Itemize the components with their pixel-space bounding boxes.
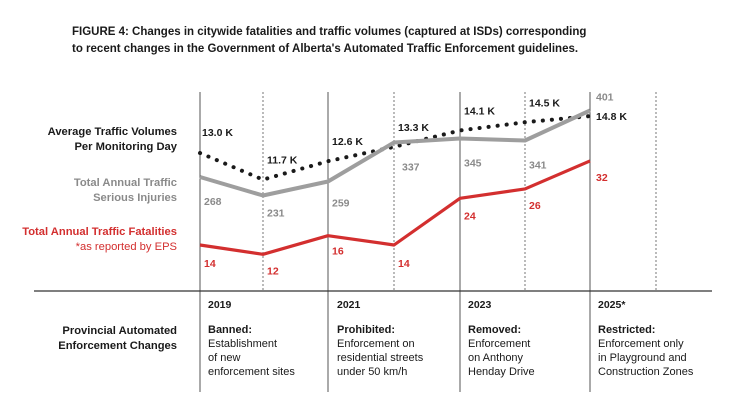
column-desc-3-2: Construction Zones [598,366,694,378]
data-label-fatalities-3: 14 [398,258,410,270]
data-label-fatalities-6: 32 [596,172,608,184]
data-label-volume-2: 12.6 K [332,136,363,148]
data-label-fatalities-0: 14 [204,258,216,270]
data-label-injuries-0: 268 [204,196,222,208]
column-desc-0-2: enforcement sites [208,366,295,378]
series-line-injuries [199,108,591,198]
column-desc-1-0: Enforcement on [337,338,415,350]
fatalities-row-label-note: *as reported by EPS [75,241,177,253]
data-label-injuries-5: 341 [529,160,547,172]
column-desc-2-1: on Anthony [468,352,524,364]
series-line-fatalities [199,159,591,256]
column-year-2: 2023 [468,299,492,311]
data-label-injuries-4: 345 [464,158,482,170]
figure-title-line-1: FIGURE 4: Changes in citywide fatalities… [72,26,587,38]
figure-title-line-2: to recent changes in the Government of A… [72,43,579,55]
data-labels: 13.0 K 11.7 K 12.6 K 13.3 K 14.1 K 14.5 K 14.8… [202,92,627,278]
data-label-injuries-1: 231 [267,208,285,220]
data-label-volume-4: 14.1 K [464,105,495,117]
injuries-row-label-line-1: Total Annual Traffic [73,177,177,189]
data-label-fatalities-4: 24 [464,210,476,222]
column-text-3: Restricted: Enforcement only in Playground… [598,323,726,379]
enforcement-row-label-line-1: Provincial Automated [62,325,177,337]
column-desc-0-1: of new [208,352,241,364]
column-year-1: 2021 [337,299,361,311]
enforcement-row-label-line-2: Enforcement Changes [58,340,177,352]
fatalities-row-label-line-1: Total Annual Traffic Fatalities [22,226,177,238]
data-label-injuries-6: 401 [596,92,614,104]
column-desc-1-2: under 50 km/h [337,366,408,378]
data-label-injuries-3: 337 [402,162,420,174]
column-desc-2-0: Enforcement [468,338,531,350]
data-label-volume-6: 14.8 K [596,111,627,123]
column-title-1: Prohibited: [337,324,396,336]
figure-title: FIGURE 4: Changes in citywide fatalities… [72,24,712,58]
grid-lines [34,92,712,392]
data-label-fatalities-2: 16 [332,246,344,258]
volume-row-label-line-2: Per Monitoring Day [74,141,177,153]
column-title-0: Banned: [208,324,252,336]
column-desc-3-1: in Playground and [598,352,687,364]
data-label-volume-0: 13.0 K [202,127,233,139]
data-label-volume-1: 11.7 K [267,155,298,167]
column-text-0: Banned: Establishment of new enforcement si… [208,323,336,379]
injuries-row-label: Total Annual Traffic Serious Injuries [20,176,177,206]
column-desc-1-1: residential streets [337,352,424,364]
injuries-row-label-line-2: Serious Injuries [93,192,177,204]
column-title-3: Restricted: [598,324,656,336]
column-desc-3-0: Enforcement only [598,338,684,350]
data-label-fatalities-5: 26 [529,200,541,212]
column-year-0: 2019 [208,299,232,311]
column-desc-2-2: Henday Drive [468,366,535,378]
series-line-volume [198,114,592,182]
fatalities-row-label: Total Annual Traffic Fatalities *as repo… [0,225,177,255]
column-title-2: Removed: [468,324,522,336]
data-label-volume-5: 14.5 K [529,97,560,109]
column-year-3: 2025* [598,299,626,311]
column-text-2: Removed: Enforcement on Anthony Henday Driv… [468,323,596,379]
volume-row-label-line-1: Average Traffic Volumes [47,126,177,138]
data-label-fatalities-1: 12 [267,265,279,277]
data-label-volume-3: 13.3 K [398,122,429,134]
data-label-injuries-2: 259 [332,198,350,210]
column-desc-0-0: Establishment [208,338,278,350]
volume-row-label: Average Traffic Volumes Per Monitoring D… [20,125,177,155]
series-lines [198,108,592,256]
enforcement-row-label: Provincial Automated Enforcement Changes [20,324,177,354]
column-text-1: Prohibited: Enforcement on residential str… [337,323,465,379]
